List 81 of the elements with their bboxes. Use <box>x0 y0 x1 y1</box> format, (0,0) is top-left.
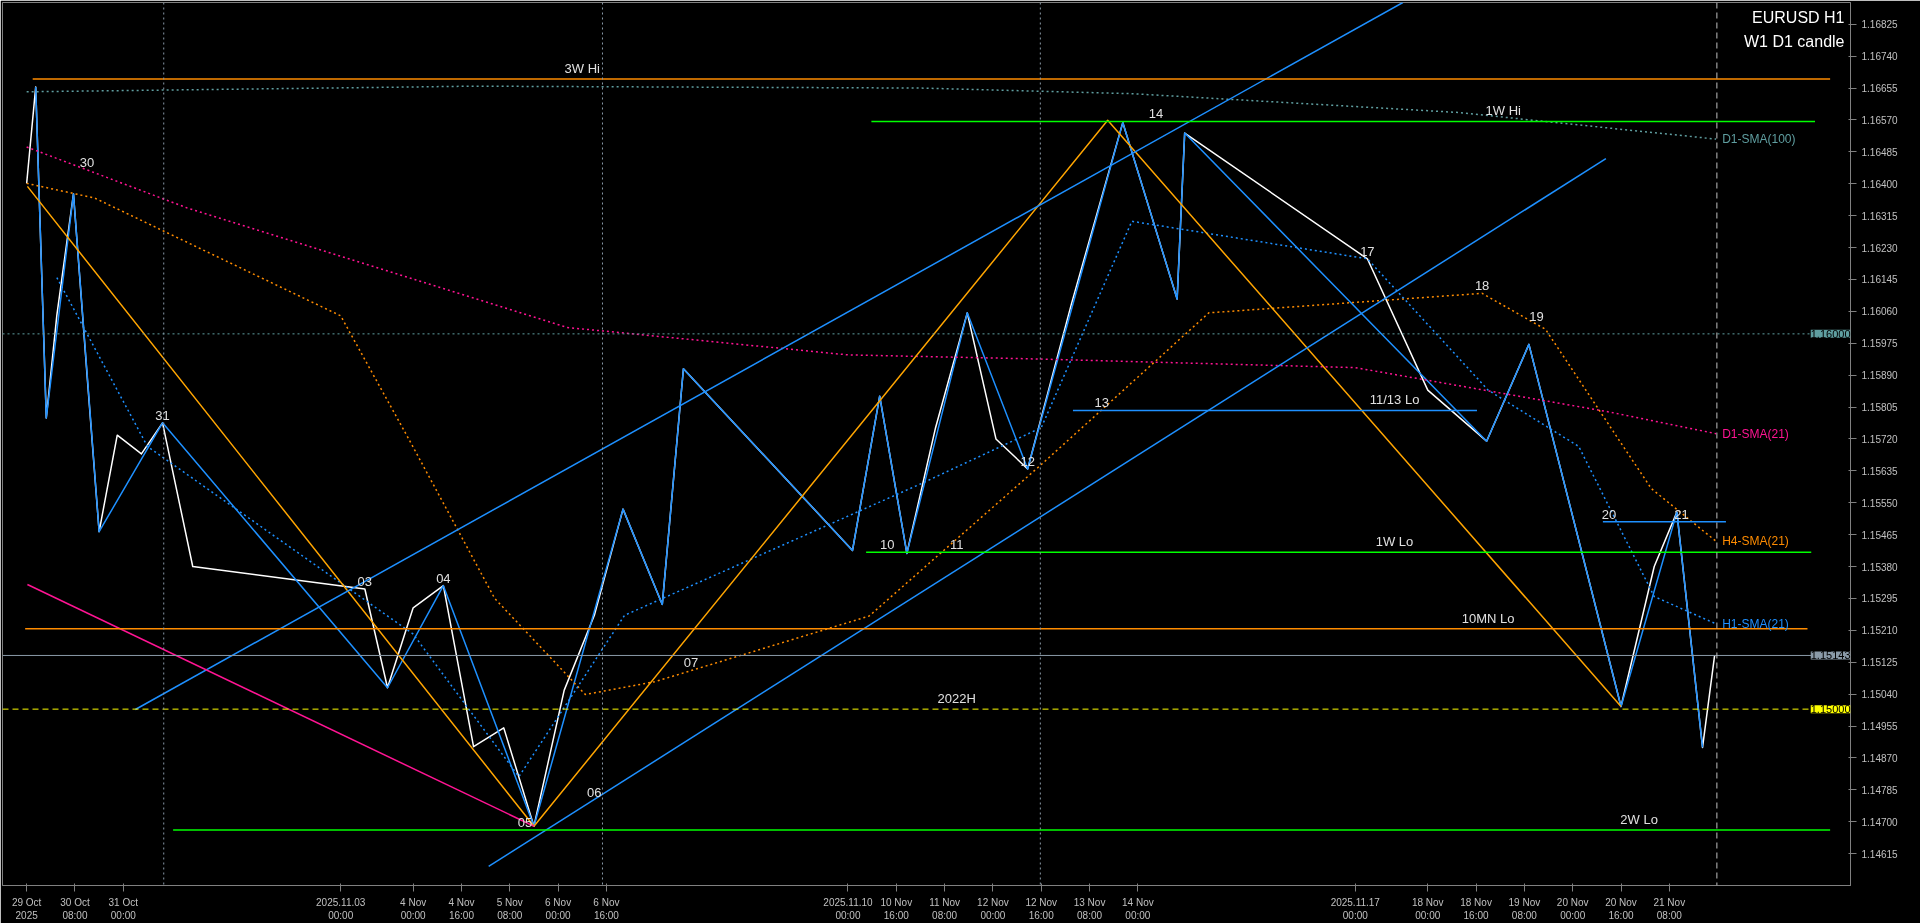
annotation: 07 <box>683 655 699 671</box>
y-tick-label: 1.16740 <box>1861 51 1899 63</box>
x-tick-label: 20 Nov 00:00 <box>1556 896 1589 921</box>
y-tick-label: 1.14615 <box>1861 848 1899 860</box>
y-tick-label: 1.16570 <box>1861 114 1899 126</box>
x-tick-label: 11 Nov 08:00 <box>929 896 961 921</box>
y-tick-label: 1.16315 <box>1861 210 1899 222</box>
annotation: 2W Lo <box>1620 811 1658 827</box>
y-tick-label: 1.15210 <box>1861 625 1899 637</box>
line-series <box>25 85 1717 140</box>
y-tick-label: 1.16655 <box>1861 83 1899 95</box>
x-tick-label: 14 Nov 00:00 <box>1122 896 1154 921</box>
x-tick-label: 10 Nov 16:00 <box>880 896 913 921</box>
y-tick-label: 1.15380 <box>1861 561 1899 573</box>
annotation: 31 <box>155 407 170 423</box>
x-tick-label: 18 Nov 00:00 <box>1411 896 1444 921</box>
y-tick-label: 1.15890 <box>1861 370 1899 382</box>
x-tick-label: 5 Nov 08:00 <box>496 896 523 921</box>
y-tick-label: 1.16400 <box>1861 178 1899 190</box>
chart-title: EURUSD H1 <box>1752 8 1845 26</box>
annotation: 11/13 Lo <box>1369 392 1420 408</box>
y-tick-label: 1.15550 <box>1861 497 1899 509</box>
y-tick-label: 1.14700 <box>1861 816 1899 828</box>
x-tick-label: 19 Nov 08:00 <box>1508 896 1541 921</box>
y-tick-label: 1.15635 <box>1861 465 1899 477</box>
annotation: 2022H <box>937 691 976 707</box>
x-tick-label: 12 Nov 00:00 <box>977 896 1009 921</box>
y-tick-label: 1.15125 <box>1861 657 1899 669</box>
annotation: 3W Hi <box>564 61 601 77</box>
y-tick-label: 1.16825 <box>1861 19 1899 31</box>
y-tick-label: 1.15465 <box>1861 529 1899 541</box>
annotation: 20 <box>1601 506 1617 522</box>
annotation: 10 <box>880 537 895 553</box>
x-tick-label: 29 Oct 2025 <box>11 896 42 921</box>
y-tick-label: 1.14785 <box>1861 784 1899 796</box>
y-tick-label: 1.16485 <box>1861 146 1899 158</box>
annotation: 17 <box>1360 243 1375 259</box>
ref-line-label: 1.15143 <box>1810 649 1851 662</box>
y-tick-label: 1.16145 <box>1861 274 1899 286</box>
annotation: 18 <box>1474 278 1490 294</box>
annotation: 1W Hi <box>1485 103 1522 119</box>
x-tick-label: 4 Nov 00:00 <box>400 896 427 921</box>
x-tick-label: 6 Nov 00:00 <box>545 896 572 921</box>
series-label: H1-SMA(21) <box>1722 616 1789 631</box>
annotation: 13 <box>1094 395 1109 411</box>
x-tick-label: 21 Nov 08:00 <box>1653 896 1686 921</box>
annotation: 1W Lo <box>1375 534 1414 550</box>
y-tick-label: 1.16060 <box>1861 306 1899 318</box>
x-tick-label: 4 Nov 16:00 <box>448 896 475 921</box>
text: W1 D1 candle <box>1744 32 1845 50</box>
series-label: D1-SMA(21) <box>1722 426 1789 441</box>
y-tick-label: 1.16230 <box>1861 242 1899 254</box>
x-tick-label: 30 Oct 08:00 <box>60 896 90 921</box>
annotation: 10MN Lo <box>1461 610 1515 626</box>
y-tick-label: 1.15295 <box>1861 593 1899 605</box>
x-tick-label: 2025.11.03 00:00 <box>316 896 366 921</box>
y-tick-label: 1.15040 <box>1861 689 1899 701</box>
annotation: 06 <box>587 784 602 800</box>
ref-line-label: 1.15000 <box>1810 703 1851 716</box>
annotation: 30 <box>79 154 95 170</box>
y-tick-label: 1.14870 <box>1861 752 1899 764</box>
line-series <box>25 146 1717 435</box>
x-tick-label: 12 Nov 16:00 <box>1025 896 1058 921</box>
annotation: 19 <box>1529 309 1544 325</box>
annotation: 14 <box>1148 106 1164 122</box>
ref-line-label: 1.16000 <box>1810 327 1851 340</box>
x-tick-label: 13 Nov 08:00 <box>1073 896 1106 921</box>
annotation: 04 <box>436 570 451 586</box>
y-tick-label: 1.15720 <box>1861 433 1899 445</box>
x-tick-label: 20 Nov 16:00 <box>1605 896 1637 921</box>
annotation: 11 <box>949 537 964 553</box>
x-tick-label: 6 Nov 16:00 <box>593 896 620 921</box>
y-tick-label: 1.15805 <box>1861 402 1899 414</box>
series-label: D1-SMA(100) <box>1722 132 1796 147</box>
y-tick-label: 1.15975 <box>1861 338 1899 350</box>
x-tick-label: 2025.11.17 00:00 <box>1330 896 1381 921</box>
y-tick-label: 1.14955 <box>1861 721 1899 733</box>
series-label: H4-SMA(21) <box>1722 534 1789 549</box>
x-tick-label: 2025.11.10 00:00 <box>823 896 874 921</box>
x-tick-label: 18 Nov 16:00 <box>1460 896 1492 921</box>
x-tick-label: 31 Oct 00:00 <box>108 896 139 921</box>
